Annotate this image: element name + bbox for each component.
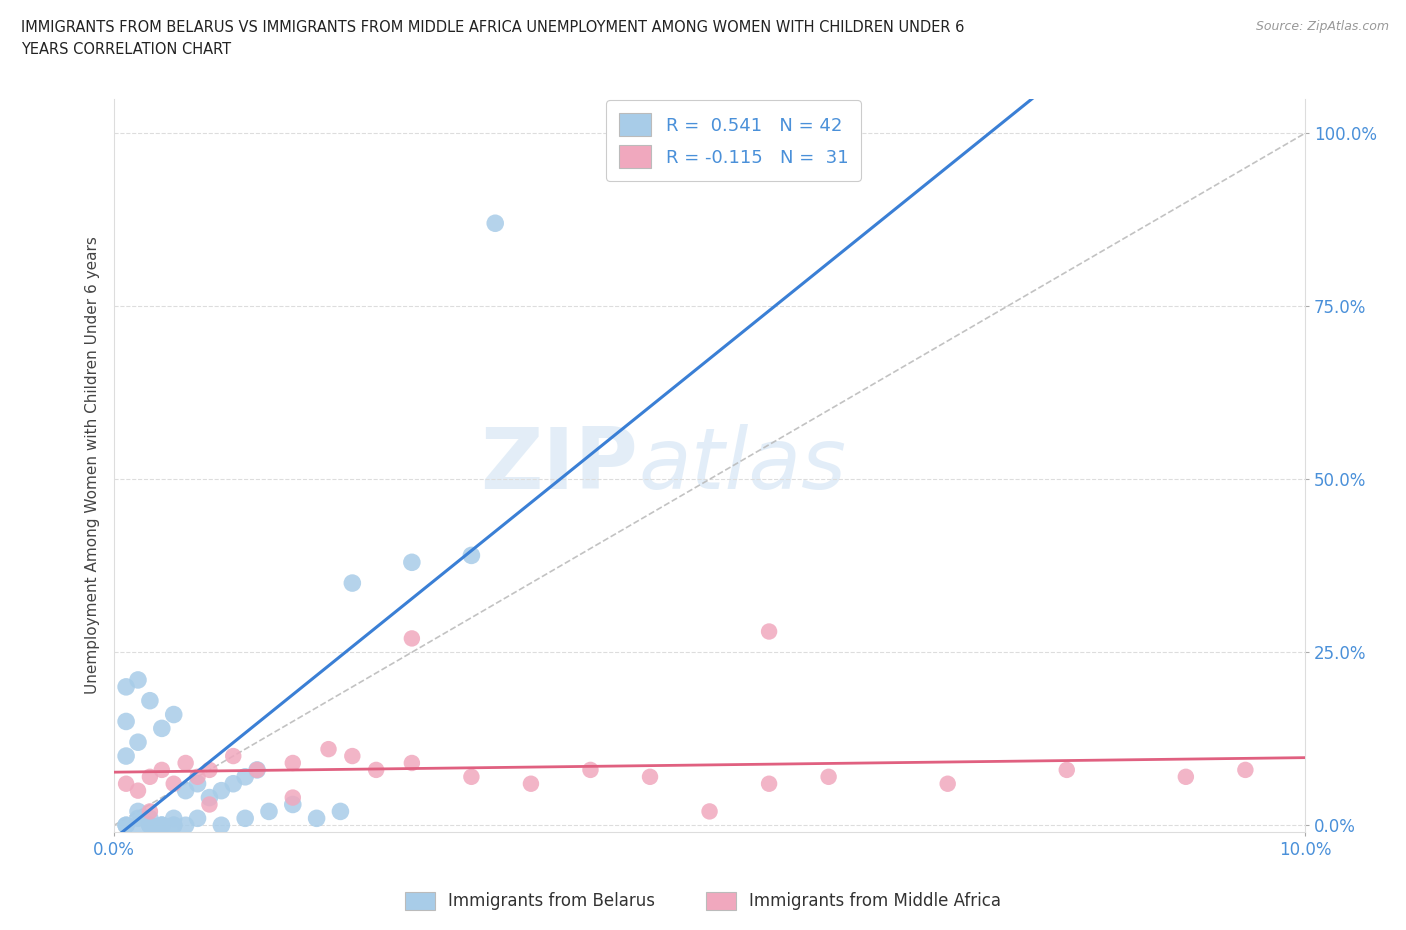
Point bbox=[257, 804, 280, 818]
Point bbox=[150, 817, 173, 832]
Point bbox=[401, 555, 423, 570]
Point bbox=[281, 755, 304, 770]
Point bbox=[163, 777, 186, 791]
Point bbox=[246, 763, 269, 777]
Point bbox=[329, 804, 352, 818]
Text: YEARS CORRELATION CHART: YEARS CORRELATION CHART bbox=[21, 42, 231, 57]
Point bbox=[758, 624, 780, 639]
Point bbox=[460, 548, 482, 563]
Point bbox=[936, 777, 959, 791]
Legend: Immigrants from Belarus, Immigrants from Middle Africa: Immigrants from Belarus, Immigrants from… bbox=[398, 885, 1008, 917]
Point bbox=[198, 797, 221, 812]
Point bbox=[139, 817, 162, 832]
Point bbox=[401, 755, 423, 770]
Point bbox=[342, 576, 364, 591]
Y-axis label: Unemployment Among Women with Children Under 6 years: Unemployment Among Women with Children U… bbox=[86, 236, 100, 695]
Point bbox=[638, 769, 661, 784]
Legend: R =  0.541   N = 42, R = -0.115   N =  31: R = 0.541 N = 42, R = -0.115 N = 31 bbox=[606, 100, 860, 181]
Point bbox=[758, 777, 780, 791]
Point bbox=[1174, 769, 1197, 784]
Point bbox=[150, 721, 173, 736]
Point bbox=[401, 631, 423, 645]
Point bbox=[209, 817, 232, 832]
Point bbox=[163, 817, 186, 832]
Point bbox=[139, 804, 162, 818]
Point bbox=[318, 742, 340, 757]
Point bbox=[233, 811, 256, 826]
Point bbox=[186, 777, 208, 791]
Point bbox=[246, 763, 269, 777]
Text: IMMIGRANTS FROM BELARUS VS IMMIGRANTS FROM MIDDLE AFRICA UNEMPLOYMENT AMONG WOME: IMMIGRANTS FROM BELARUS VS IMMIGRANTS FR… bbox=[21, 20, 965, 35]
Point bbox=[174, 783, 197, 798]
Point bbox=[366, 763, 388, 777]
Point bbox=[163, 811, 186, 826]
Point bbox=[127, 672, 149, 687]
Point bbox=[139, 817, 162, 832]
Point bbox=[817, 769, 839, 784]
Point bbox=[484, 216, 506, 231]
Point bbox=[174, 755, 197, 770]
Point bbox=[233, 769, 256, 784]
Point bbox=[198, 763, 221, 777]
Point bbox=[115, 777, 138, 791]
Point bbox=[186, 811, 208, 826]
Point bbox=[127, 817, 149, 832]
Text: ZIP: ZIP bbox=[481, 424, 638, 507]
Point bbox=[305, 811, 328, 826]
Point bbox=[163, 817, 186, 832]
Text: Source: ZipAtlas.com: Source: ZipAtlas.com bbox=[1256, 20, 1389, 33]
Point bbox=[222, 749, 245, 764]
Point bbox=[150, 817, 173, 832]
Point bbox=[139, 769, 162, 784]
Point bbox=[1234, 763, 1257, 777]
Point bbox=[139, 811, 162, 826]
Point bbox=[209, 783, 232, 798]
Point bbox=[198, 790, 221, 805]
Point bbox=[127, 804, 149, 818]
Point bbox=[139, 817, 162, 832]
Point bbox=[127, 735, 149, 750]
Point bbox=[139, 693, 162, 708]
Point bbox=[186, 769, 208, 784]
Point bbox=[222, 777, 245, 791]
Point bbox=[163, 707, 186, 722]
Point bbox=[342, 749, 364, 764]
Text: atlas: atlas bbox=[638, 424, 846, 507]
Point bbox=[127, 811, 149, 826]
Point bbox=[115, 817, 138, 832]
Point bbox=[115, 714, 138, 729]
Point bbox=[150, 817, 173, 832]
Point bbox=[115, 749, 138, 764]
Point bbox=[1056, 763, 1078, 777]
Point bbox=[127, 783, 149, 798]
Point bbox=[115, 817, 138, 832]
Point bbox=[115, 680, 138, 695]
Point bbox=[174, 817, 197, 832]
Point bbox=[281, 797, 304, 812]
Point bbox=[460, 769, 482, 784]
Point bbox=[520, 777, 543, 791]
Point bbox=[150, 763, 173, 777]
Point bbox=[281, 790, 304, 805]
Point bbox=[699, 804, 721, 818]
Point bbox=[579, 763, 602, 777]
